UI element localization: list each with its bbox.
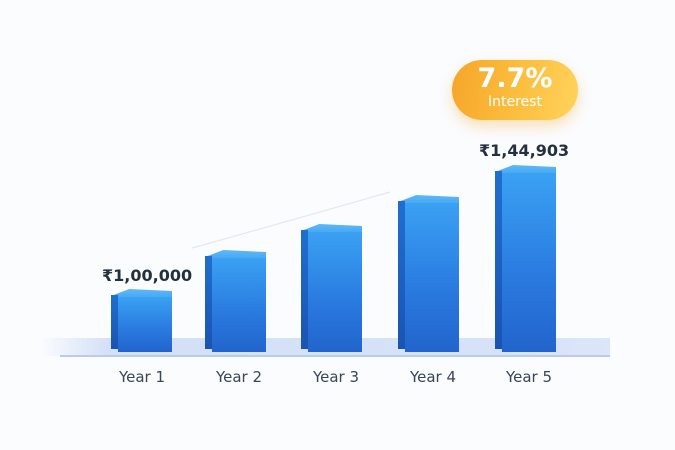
interest-label: Interest (488, 94, 542, 110)
bar-year-4 (398, 195, 459, 352)
interest-rate: 7.7% (477, 63, 553, 94)
bar-year-5 (495, 165, 556, 352)
x-label-year-1: Year 1 (118, 368, 166, 386)
x-label-year-2: Year 2 (215, 368, 263, 386)
x-label-year-3: Year 3 (312, 368, 360, 386)
x-label-year-4: Year 4 (409, 368, 457, 386)
value-label-year-5: ₹1,44,903 (479, 141, 570, 160)
bar-year-3 (301, 224, 362, 352)
bar-year-2 (205, 250, 266, 352)
interest-badge: 7.7% Interest (452, 60, 578, 120)
x-axis-line (60, 355, 610, 357)
x-label-year-5: Year 5 (505, 368, 553, 386)
value-label-year-1: ₹1,00,000 (102, 266, 193, 285)
bar-year-1 (111, 289, 172, 352)
